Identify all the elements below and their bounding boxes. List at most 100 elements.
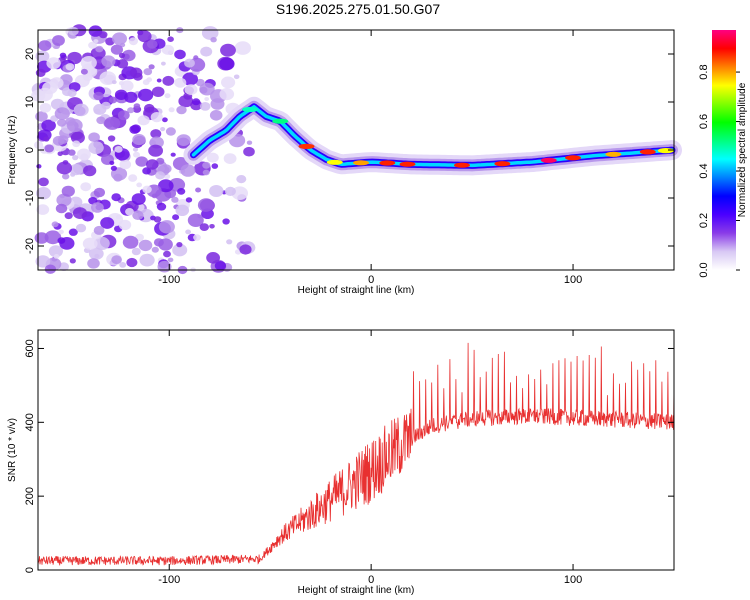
noise-blob	[72, 155, 79, 161]
noise-blob	[111, 80, 117, 85]
noise-blob	[131, 247, 141, 256]
noise-blob	[195, 187, 202, 193]
noise-blob	[119, 262, 127, 268]
noise-blob	[206, 251, 221, 264]
ridge-peak	[639, 149, 656, 155]
noise-blob	[36, 187, 51, 200]
snr-y-label: SNR (10 * v/v)	[7, 418, 18, 482]
noise-blob	[162, 75, 175, 86]
noise-blob	[150, 112, 163, 123]
ridge-peak	[353, 160, 369, 166]
noise-blob	[93, 103, 107, 115]
noise-blob	[93, 91, 104, 101]
noise-blob	[93, 39, 99, 44]
x-tick-label: -100	[158, 574, 180, 586]
noise-blob	[137, 30, 152, 43]
spectrogram-y-label: Frequency (Hz)	[7, 116, 18, 185]
colorbar-gradient	[712, 30, 736, 270]
noise-blob	[139, 253, 155, 267]
noise-blob	[93, 225, 105, 235]
noise-blob	[93, 187, 105, 198]
noise-blob	[155, 171, 166, 180]
noise-blob	[156, 202, 167, 211]
noise-blob	[206, 152, 219, 163]
noise-blob	[200, 46, 213, 57]
noise-blob	[239, 244, 252, 255]
y-tick-label: 10	[24, 96, 36, 108]
snr-x-label: Height of straight line (km)	[298, 585, 415, 596]
noise-blob	[88, 132, 100, 142]
ridge-peak	[565, 155, 581, 161]
noise-blob	[65, 63, 75, 71]
noise-blob	[163, 250, 171, 258]
noise-blob	[104, 116, 121, 130]
noise-blob	[69, 258, 76, 264]
x-tick-label: 0	[368, 274, 374, 286]
noise-blob	[132, 147, 139, 152]
noise-blob	[176, 242, 183, 248]
noise-blob	[114, 89, 128, 101]
noise-blob	[35, 50, 50, 63]
colorbar: 0.0 0.2 0.4 0.6 0.8 Normalized spectral ampl…	[698, 30, 748, 278]
noise-blob	[122, 235, 139, 249]
noise-blob	[161, 44, 175, 55]
x-tick-label: 0	[368, 574, 374, 586]
y-tick-label: -10	[24, 190, 36, 206]
noise-blob	[246, 140, 253, 145]
noise-blob	[59, 52, 67, 58]
noise-blob	[177, 188, 186, 195]
noise-blob	[43, 136, 50, 142]
noise-blob	[180, 164, 196, 177]
noise-blob	[209, 110, 223, 121]
noise-blob	[56, 161, 73, 175]
noise-blob	[199, 223, 209, 232]
noise-blob	[185, 197, 193, 203]
noise-blob	[197, 198, 215, 212]
noise-blob	[199, 102, 211, 111]
noise-blob	[58, 229, 64, 235]
noise-blob	[219, 88, 235, 101]
noise-blob	[38, 40, 52, 51]
noise-blob	[150, 129, 162, 139]
noise-blob	[44, 144, 54, 153]
snr-series-line	[37, 342, 675, 566]
noise-blob	[204, 97, 210, 101]
noise-blob	[94, 253, 100, 259]
ridge-peak	[272, 118, 289, 124]
y-tick-label: 20	[24, 48, 36, 60]
noise-blob	[116, 59, 129, 69]
noise-blob	[126, 257, 138, 268]
noise-blob	[129, 125, 140, 134]
noise-blob	[211, 163, 219, 169]
noise-blob	[46, 57, 61, 70]
noise-blob	[174, 77, 187, 88]
noise-blob	[113, 173, 123, 182]
noise-blob	[175, 204, 190, 216]
noise-blob	[127, 107, 135, 114]
noise-blob	[185, 229, 192, 235]
noise-blob	[128, 174, 138, 182]
noise-blob	[176, 105, 187, 115]
noise-blob	[61, 185, 75, 197]
noise-blob	[36, 204, 50, 215]
noise-blob	[75, 223, 87, 233]
noise-blob	[44, 230, 62, 245]
noise-blob	[131, 193, 146, 206]
noise-blob	[184, 58, 195, 68]
noise-blob	[111, 255, 122, 265]
ridge-peak	[326, 159, 343, 165]
noise-blob	[223, 153, 237, 165]
noise-blob	[187, 213, 204, 227]
colorbar-tick-label: 0.6	[698, 114, 710, 129]
noise-blob	[168, 107, 175, 113]
noise-blob	[133, 103, 141, 109]
noise-blob	[136, 182, 143, 188]
noise-blob	[52, 35, 65, 46]
noise-blob	[148, 64, 155, 70]
noise-blob	[64, 212, 73, 220]
noise-blob	[153, 216, 162, 223]
noise-blob	[161, 61, 166, 66]
noise-blob	[98, 31, 108, 39]
